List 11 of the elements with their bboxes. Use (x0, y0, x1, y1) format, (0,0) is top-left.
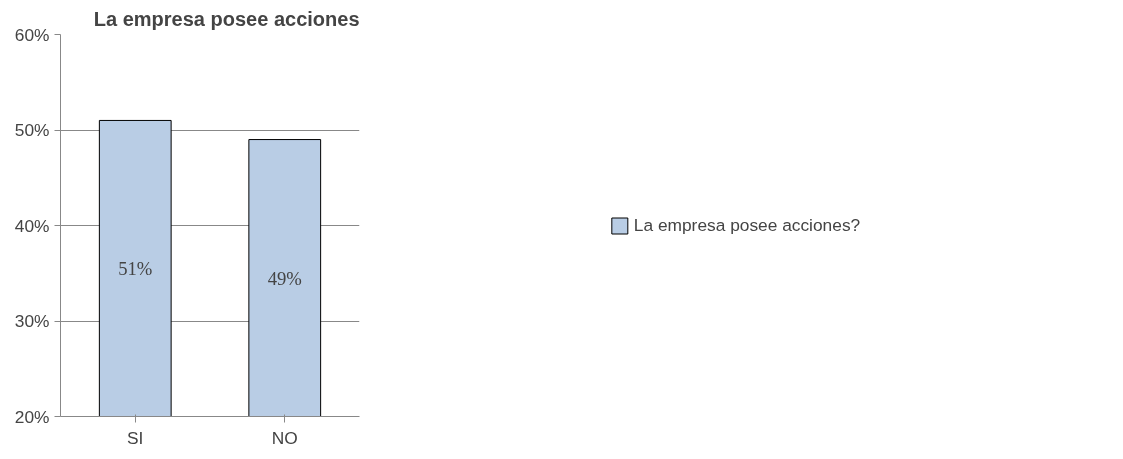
y-tick-label: 50% (14, 120, 50, 140)
legend-label: La empresa posee acciones? (633, 214, 861, 236)
data-label: 49% (267, 267, 302, 289)
x-tick-label: NO (271, 427, 298, 448)
y-tick-label: 20% (14, 406, 50, 427)
y-tick-label: 60% (14, 24, 50, 45)
x-tick-label: SI (127, 427, 144, 448)
data-label: 51% (118, 257, 153, 279)
chart-title: La empresa posee acciones (93, 7, 360, 30)
y-tick-label: 40% (14, 215, 50, 236)
y-tick-label: 30% (14, 311, 50, 331)
